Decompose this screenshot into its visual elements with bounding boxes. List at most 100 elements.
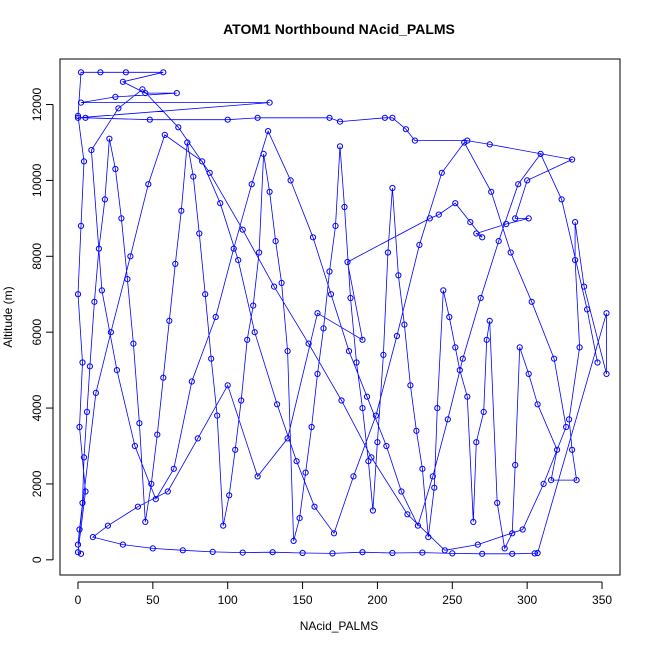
- data-point: [336, 143, 344, 150]
- data-point: [473, 439, 480, 446]
- data-point: [501, 545, 508, 552]
- plot-area-frame: [59, 58, 621, 576]
- data-point: [89, 534, 97, 541]
- data-point: [106, 135, 113, 142]
- x-tick-label: 200: [367, 593, 387, 607]
- data-point: [486, 141, 493, 148]
- chart-marks: [74, 69, 610, 557]
- data-point: [97, 69, 104, 76]
- data-point: [563, 423, 570, 431]
- data-point: [573, 477, 580, 484]
- data-point: [531, 550, 538, 557]
- data-point: [372, 412, 379, 419]
- data-point: [178, 207, 185, 214]
- data-point: [302, 469, 309, 476]
- x-tick-label: 350: [592, 593, 612, 607]
- data-point: [512, 215, 519, 222]
- data-point: [224, 382, 231, 389]
- data-point: [480, 408, 487, 415]
- data-point: [558, 196, 565, 203]
- data-point: [272, 238, 279, 245]
- data-point: [142, 90, 149, 97]
- data-point: [341, 203, 348, 211]
- data-point: [359, 405, 366, 412]
- data-point: [95, 245, 103, 252]
- data-point: [308, 423, 315, 431]
- y-tick-label: 6000: [30, 319, 44, 346]
- data-point: [603, 370, 610, 377]
- data-point: [214, 412, 221, 419]
- y-tick-label: 12000: [30, 88, 44, 122]
- data-point: [119, 541, 127, 548]
- data-point: [80, 158, 88, 165]
- y-axis: 0 2000 4000 6000 8000 10000 12000: [30, 88, 54, 563]
- data-point: [83, 408, 91, 415]
- data-point: [414, 522, 421, 529]
- data-point: [435, 211, 442, 218]
- data-point: [101, 196, 109, 203]
- data-point: [479, 234, 486, 241]
- data-point: [380, 351, 387, 358]
- data-point: [584, 306, 591, 313]
- data-point: [196, 230, 203, 237]
- data-point: [175, 124, 182, 131]
- data-point: [74, 549, 82, 556]
- data-point: [208, 355, 215, 362]
- data-point: [104, 522, 112, 529]
- data-point: [82, 488, 89, 495]
- data-point: [130, 340, 137, 347]
- data-point: [413, 427, 420, 434]
- data-point: [395, 272, 402, 279]
- x-tick-label: 50: [146, 593, 160, 607]
- data-point: [76, 423, 83, 431]
- data-point: [363, 393, 371, 400]
- data-point: [566, 416, 573, 423]
- data-point: [452, 200, 459, 207]
- data-point: [314, 310, 321, 317]
- data-point: [393, 332, 400, 340]
- data-point: [98, 287, 106, 294]
- data-point: [515, 181, 522, 188]
- data-point: [149, 545, 156, 552]
- data-point: [170, 465, 177, 472]
- data-point: [426, 215, 433, 222]
- data-point: [124, 276, 131, 283]
- data-point: [172, 260, 179, 267]
- data-point: [419, 549, 426, 556]
- data-point: [479, 550, 486, 557]
- data-point: [411, 137, 418, 144]
- data-point: [329, 550, 336, 557]
- data-point: [77, 222, 85, 229]
- data-point: [383, 442, 390, 450]
- data-point: [473, 230, 480, 237]
- data-point: [266, 188, 273, 195]
- data-point: [389, 184, 396, 192]
- data-point: [525, 370, 532, 377]
- y-tick-label: 8000: [30, 243, 44, 270]
- data-point: [154, 431, 161, 438]
- x-tick-label: 250: [442, 593, 462, 607]
- data-point: [82, 114, 89, 121]
- data-point: [230, 245, 237, 252]
- data-point: [419, 465, 426, 472]
- data-point: [136, 420, 143, 427]
- data-point: [486, 317, 493, 324]
- data-point: [381, 114, 388, 121]
- data-point: [190, 173, 197, 180]
- data-point: [401, 321, 408, 328]
- data-point: [581, 283, 588, 290]
- data-point: [434, 405, 441, 412]
- data-point: [266, 99, 273, 106]
- data-point: [495, 238, 502, 245]
- data-point: [440, 287, 447, 294]
- data-point: [202, 291, 209, 298]
- data-point: [359, 549, 366, 556]
- data-point: [528, 298, 535, 305]
- data-point: [91, 298, 98, 305]
- y-tick-label: 4000: [30, 394, 44, 421]
- data-point: [554, 446, 561, 453]
- data-point: [145, 181, 152, 188]
- data-point: [217, 200, 224, 207]
- data-point: [576, 344, 583, 351]
